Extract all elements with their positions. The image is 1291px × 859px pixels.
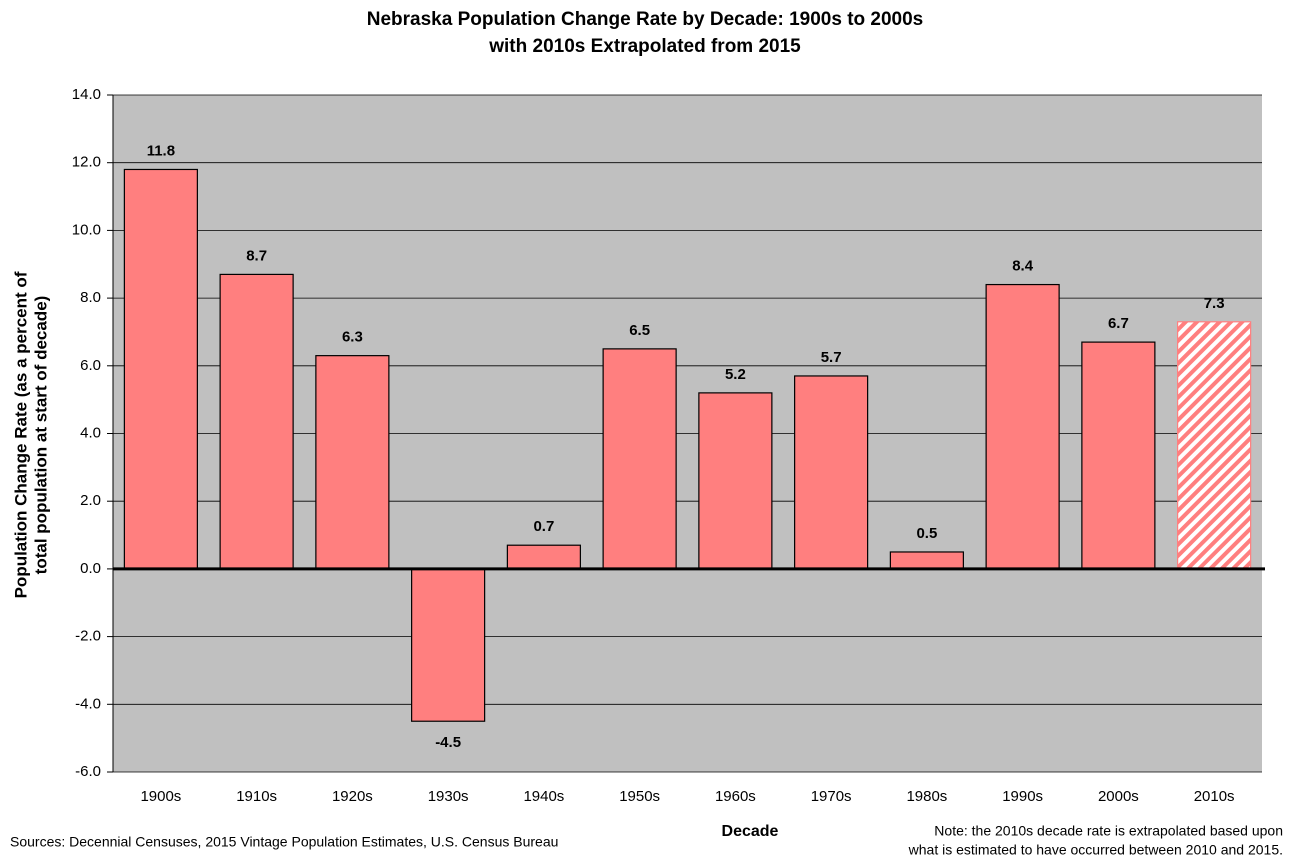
x-tick-label: 1930s xyxy=(428,788,469,805)
x-tick-label: 1940s xyxy=(523,788,564,805)
y-tick-label: 8.0 xyxy=(80,289,101,306)
x-tick-label: 1900s xyxy=(140,788,181,805)
footnote: Note: the 2010s decade rate is extrapola… xyxy=(934,823,1283,839)
x-tick-label: 1910s xyxy=(236,788,277,805)
data-label: 6.5 xyxy=(629,322,650,339)
source-note: Sources: Decennial Censuses, 2015 Vintag… xyxy=(10,834,558,850)
bar xyxy=(411,568,486,722)
data-label: 0.5 xyxy=(916,525,937,542)
bar xyxy=(794,375,869,570)
data-label: 6.3 xyxy=(342,329,363,346)
y-tick-label: 4.0 xyxy=(80,424,101,441)
bar xyxy=(123,168,198,570)
x-tick-label: 1920s xyxy=(332,788,373,805)
data-label: -4.5 xyxy=(435,734,461,751)
bar xyxy=(219,273,294,570)
x-tick-label: 2010s xyxy=(1194,788,1235,805)
data-label: 5.2 xyxy=(725,366,746,383)
x-tick-label: 2000s xyxy=(1098,788,1139,805)
y-tick-label: 0.0 xyxy=(80,560,101,577)
y-tick-label: 2.0 xyxy=(80,492,101,509)
x-tick-label: 1980s xyxy=(906,788,947,805)
data-label: 11.8 xyxy=(147,142,175,159)
y-tick-label: -4.0 xyxy=(75,695,101,712)
data-label: 6.7 xyxy=(1108,315,1129,332)
y-tick-label: -6.0 xyxy=(75,763,101,780)
data-label: 5.7 xyxy=(821,349,842,366)
y-axis-title: Population Change Rate (as a percent of xyxy=(11,271,30,598)
footnote: what is estimated to have occurred betwe… xyxy=(908,842,1283,858)
x-axis-title: Decade xyxy=(722,823,779,840)
bar xyxy=(315,355,390,570)
x-tick-label: 1970s xyxy=(811,788,852,805)
bar xyxy=(506,544,581,570)
y-tick-label: 14.0 xyxy=(72,86,101,103)
x-tick-label: 1990s xyxy=(1002,788,1043,805)
data-label: 0.7 xyxy=(533,518,554,535)
bar xyxy=(1177,321,1252,570)
y-tick-label: 12.0 xyxy=(72,154,101,171)
bar xyxy=(698,392,773,570)
data-label: 8.7 xyxy=(246,247,267,264)
data-label: 8.4 xyxy=(1012,258,1034,275)
y-tick-label: -2.0 xyxy=(75,628,101,645)
chart-subtitle: with 2010s Extrapolated from 2015 xyxy=(488,36,801,57)
data-label: 7.3 xyxy=(1204,295,1225,312)
y-axis-title: total population at start of decade) xyxy=(31,296,50,575)
bar xyxy=(602,348,677,570)
bar xyxy=(985,283,1060,570)
y-tick-label: 10.0 xyxy=(72,221,101,238)
x-tick-label: 1950s xyxy=(619,788,660,805)
bar xyxy=(1081,341,1156,570)
bar xyxy=(889,551,964,570)
y-tick-label: 6.0 xyxy=(80,357,101,374)
x-tick-label: 1960s xyxy=(715,788,756,805)
chart-title: Nebraska Population Change Rate by Decad… xyxy=(367,9,924,30)
